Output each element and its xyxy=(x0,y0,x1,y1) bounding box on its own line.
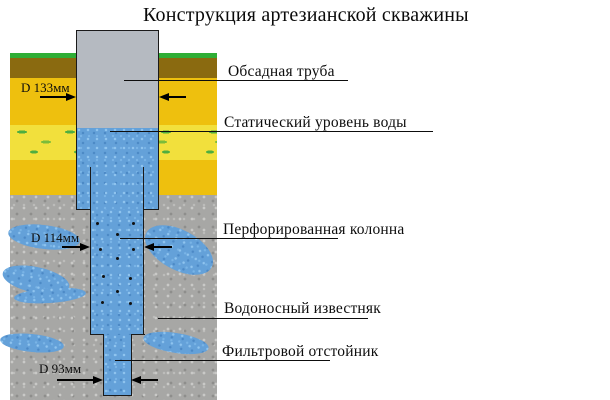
perforation-dot xyxy=(116,290,119,293)
diagram-title: Конструкция артезианской скважины xyxy=(143,4,469,26)
column-diameter-value: D 114мм xyxy=(31,230,80,245)
static-level-label: Статический уровень воды xyxy=(224,114,407,131)
leader-line xyxy=(110,131,433,132)
arrow-left-icon xyxy=(131,376,141,384)
dimension-line xyxy=(141,379,158,381)
leader-line xyxy=(120,238,338,239)
perforated-column xyxy=(90,167,144,335)
arrow-right-icon xyxy=(66,93,76,101)
leader-line xyxy=(124,80,348,81)
perforation-dot xyxy=(102,275,105,278)
dimension-line xyxy=(169,96,186,98)
column-shoulder-line xyxy=(90,334,104,335)
sump-diameter-value: D 93мм xyxy=(39,361,82,376)
leader-line xyxy=(115,360,330,361)
filter-sump xyxy=(103,335,132,396)
perforation-dot xyxy=(99,248,102,251)
arrow-right-icon xyxy=(80,243,90,251)
dimension-line xyxy=(154,246,172,248)
perforation-dot xyxy=(132,222,135,225)
water-in-column xyxy=(91,210,143,335)
perforation-dot xyxy=(101,301,104,304)
perforation-dot xyxy=(116,233,119,236)
arrow-left-icon xyxy=(159,93,169,101)
casing-shoulder-line xyxy=(76,209,91,210)
perforation-dot xyxy=(116,257,119,260)
sump-label: Фильтровой отстойник xyxy=(222,343,379,360)
perforation-dot xyxy=(132,248,135,251)
dimension-line xyxy=(57,379,94,381)
casing-diameter-value: D 133мм xyxy=(21,80,70,95)
casing-shoulder-line xyxy=(143,209,159,210)
perforation-dot xyxy=(129,277,132,280)
dimension-line xyxy=(62,246,81,248)
dimension-line xyxy=(40,96,67,98)
casing-label: Обсадная труба xyxy=(228,63,335,80)
perforation-dot xyxy=(96,222,99,225)
perforated-column-label: Перфорированная колонна xyxy=(223,221,405,238)
leader-line xyxy=(158,318,368,319)
limestone-label: Водоносный известняк xyxy=(224,300,381,317)
column-shoulder-line xyxy=(131,334,145,335)
arrow-left-icon xyxy=(144,243,154,251)
arrow-right-icon xyxy=(93,376,103,384)
perforation-dot xyxy=(129,302,132,305)
